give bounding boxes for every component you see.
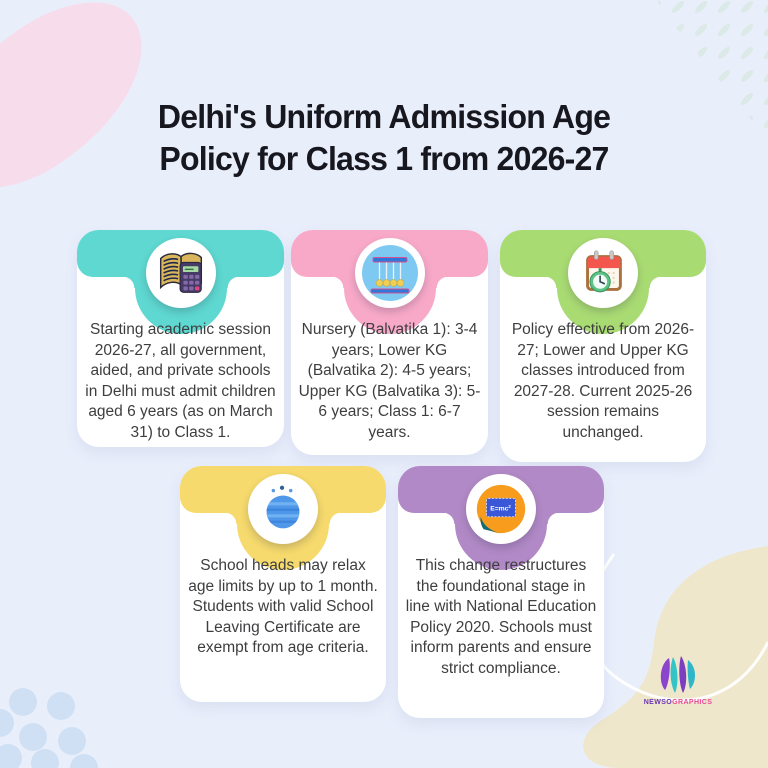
calendar-stopwatch-icon <box>568 238 638 308</box>
logo-text: NEWSOGRAPHICS <box>643 698 713 707</box>
card-text: This change restructures the foundationa… <box>405 557 597 677</box>
info-card-nep-compliance: E=mc2 This change restructures the found… <box>398 466 604 718</box>
card-text: School heads may relax age limits by up … <box>188 557 378 656</box>
emc2-board-icon: E=mc2 <box>466 474 536 544</box>
planet-icon <box>248 474 318 544</box>
svg-text:E=mc2: E=mc2 <box>490 504 511 512</box>
info-card-relaxation: School heads may relax age limits by up … <box>180 466 386 702</box>
card-text: Policy effective from 2026-27; Lower and… <box>511 321 695 441</box>
logo-text-1: NEWSO <box>643 699 673 706</box>
brand-logo: NEWSOGRAPHICS <box>643 652 713 707</box>
page-title: Delhi's Uniform Admission Age Policy for… <box>12 96 757 180</box>
info-card-timeline: Policy effective from 2026-27; Lower and… <box>500 230 706 462</box>
dot-pattern-decoration <box>0 688 98 768</box>
book-calculator-icon <box>145 238 216 308</box>
newtons-cradle-icon <box>354 238 425 308</box>
page-title-line-1: Delhi's Uniform Admission Age <box>157 98 611 135</box>
page-title-line-2: Policy for Class 1 from 2026-27 <box>159 140 609 177</box>
globe-icon <box>660 656 696 693</box>
info-card-admission-rule: Starting academic session 2026-27, all g… <box>77 230 284 447</box>
card-text: Starting academic session 2026-27, all g… <box>85 321 276 441</box>
info-card-age-bands: Nursery (Balvatika 1): 3-4 years; Lower … <box>291 230 488 455</box>
card-text: Nursery (Balvatika 1): 3-4 years; Lower … <box>298 321 481 441</box>
logo-text-2: GRAPHICS <box>672 699 713 706</box>
